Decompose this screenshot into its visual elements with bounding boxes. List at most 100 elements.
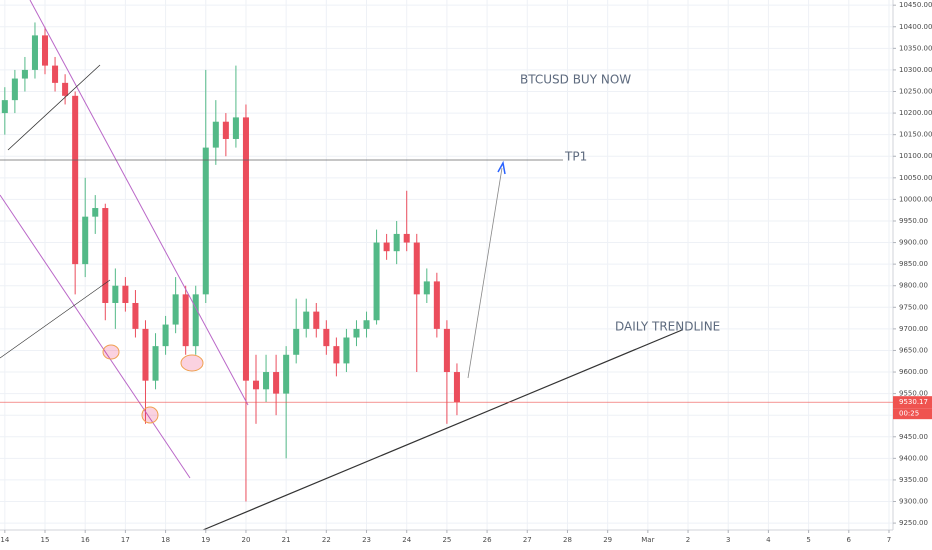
candle-body: [162, 324, 169, 347]
y-tick-label: 10200.00: [899, 109, 932, 117]
candle-body: [252, 380, 260, 390]
candle-body: [202, 147, 209, 295]
candle-body: [443, 328, 450, 373]
y-tick-label: 9300.00: [899, 498, 928, 506]
candle-body: [393, 233, 400, 252]
y-tick-label: 9800.00: [899, 282, 928, 290]
y-tick-label: 10450.00: [899, 1, 932, 9]
x-tick-label: 14: [0, 536, 9, 544]
candle-body: [373, 242, 380, 321]
x-tick-label: 5: [806, 536, 810, 544]
price-tag-label: 9530.17: [899, 398, 928, 406]
y-tick-label: 9950.00: [899, 217, 928, 225]
candle-body: [313, 311, 320, 329]
y-tick-label: 10000.00: [899, 195, 932, 203]
y-tick-label: 10150.00: [899, 131, 932, 139]
candle-body: [192, 294, 199, 347]
candle-body: [1, 100, 8, 114]
candle-body: [433, 281, 440, 329]
candle-body: [41, 35, 49, 66]
y-tick-label: 10400.00: [899, 23, 932, 31]
trend-line: [0, 279, 111, 359]
candle-body: [303, 311, 310, 329]
x-tick-label: 15: [41, 536, 50, 544]
x-tick-label: 4: [766, 536, 771, 544]
x-tick-label: 23: [362, 536, 371, 544]
marker-ellipse: [141, 406, 159, 424]
x-tick-label: 24: [402, 536, 411, 544]
candle-body: [403, 233, 410, 243]
x-tick-label: 20: [241, 536, 250, 544]
candle-body: [293, 328, 300, 355]
x-tick-label: 18: [161, 536, 170, 544]
candle-body: [132, 302, 139, 329]
x-tick-label: 27: [523, 536, 532, 544]
y-tick-label: 9900.00: [899, 239, 928, 247]
y-tick-label: 9550.00: [899, 390, 928, 398]
candle-body: [333, 346, 340, 364]
grid: [0, 0, 893, 530]
x-tick-label: Mar: [641, 536, 654, 544]
candle-body: [31, 35, 38, 70]
channel-line: [29, 0, 249, 406]
candle-body: [102, 208, 109, 303]
y-tick-label: 9400.00: [899, 454, 928, 462]
candle-body: [62, 82, 69, 96]
trend-line: [7, 64, 101, 151]
candle-body: [212, 121, 219, 148]
candle-body: [453, 372, 460, 403]
price-tag: [893, 396, 932, 409]
y-tick-label: 9600.00: [899, 368, 928, 376]
x-tick-label: 7: [887, 536, 891, 544]
x-tick-label: 21: [282, 536, 291, 544]
y-tick-label: 9450.00: [899, 433, 928, 441]
x-tick-label: 28: [563, 536, 572, 544]
candle-body: [72, 95, 79, 265]
annotation: DAILY TRENDLINE: [615, 320, 720, 334]
candle-body: [363, 320, 370, 329]
candle-body: [82, 216, 89, 265]
candle-body: [172, 294, 179, 325]
y-tick-label: 9750.00: [899, 303, 928, 311]
annotation: BTCUSD BUY NOW: [520, 73, 631, 87]
x-tick-label: 3: [726, 536, 730, 544]
annotation: TP1: [564, 150, 587, 164]
candle-body: [21, 69, 28, 79]
arrow-line: [467, 167, 503, 379]
candle-body: [343, 337, 350, 364]
candle-body: [222, 121, 229, 139]
candle-body: [383, 242, 390, 252]
x-tick-label: 2: [686, 536, 690, 544]
candle-body: [152, 346, 159, 381]
x-tick-label: 25: [442, 536, 451, 544]
y-tick-label: 9850.00: [899, 260, 928, 268]
y-tick-label: 10300.00: [899, 66, 932, 74]
x-tick-label: 17: [121, 536, 130, 544]
x-tick-label: 6: [847, 536, 852, 544]
y-tick-label: 10050.00: [899, 174, 932, 182]
marker-ellipse: [180, 354, 204, 372]
marker-ellipse: [102, 344, 120, 360]
x-tick-label: 19: [201, 536, 210, 544]
x-tick-label: 29: [603, 536, 612, 544]
candle-body: [112, 285, 119, 303]
candle-body: [323, 328, 330, 347]
countdown-tag: [893, 408, 932, 420]
y-tick-label: 9250.00: [899, 519, 928, 527]
y-tick-label: 9700.00: [899, 325, 928, 333]
y-tick-label: 10250.00: [899, 87, 932, 95]
candles: [1, 22, 460, 502]
y-tick-label: 9350.00: [899, 476, 928, 484]
candle-body: [52, 65, 59, 83]
candle-body: [92, 208, 99, 217]
candle-body: [273, 372, 280, 394]
candle-body: [413, 242, 420, 295]
y-tick-label: 10100.00: [899, 152, 932, 160]
daily-trendline: [202, 329, 683, 531]
candle-body: [122, 285, 129, 303]
candle-body: [142, 328, 149, 381]
x-tick-label: 16: [81, 536, 90, 544]
countdown-label: 00:25: [899, 410, 919, 418]
arrow-head: [497, 160, 506, 175]
